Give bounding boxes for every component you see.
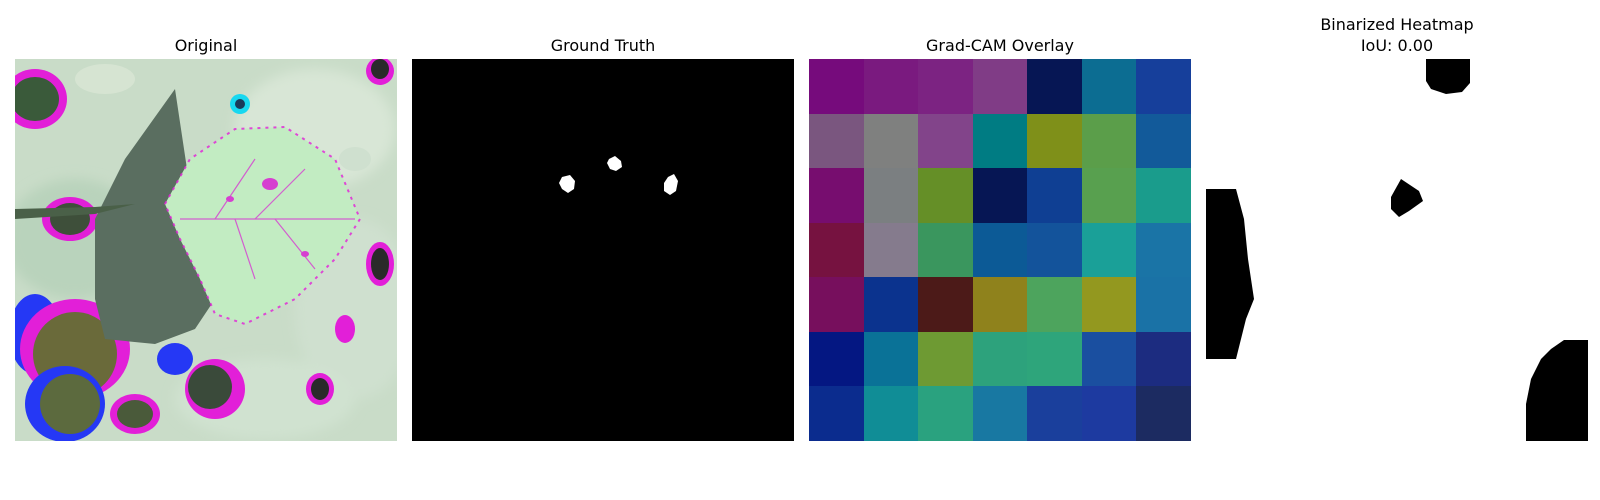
gradcam-cell <box>809 331 864 387</box>
gradcam-cell <box>1136 168 1191 223</box>
gradcam-cell <box>809 222 864 278</box>
gradcam-cell <box>863 386 919 441</box>
gradcam-cell <box>972 59 1028 114</box>
gradcam-cell <box>972 277 1028 332</box>
gradcam-cell <box>863 277 919 332</box>
gradcam-cell <box>918 168 973 223</box>
gradcam-cell <box>1027 59 1082 114</box>
binarized-region <box>1426 59 1470 94</box>
gradcam-cell <box>972 386 1028 441</box>
gradcam-cell <box>863 59 919 114</box>
gradcam-cell <box>809 59 864 114</box>
original-image <box>15 59 397 441</box>
gradcam-cell <box>1136 331 1191 387</box>
gradcam-cell <box>1027 386 1082 441</box>
gradcam-cell <box>918 59 973 114</box>
gradcam-overlay-image <box>809 59 1191 441</box>
gradcam-cell <box>863 168 919 223</box>
gradcam-cell <box>972 113 1028 169</box>
gradcam-cell <box>972 168 1028 223</box>
binarized-region <box>1206 189 1254 359</box>
ground-truth-mask <box>412 59 794 441</box>
gradcam-cell <box>1081 113 1137 169</box>
gradcam-cell <box>1081 59 1137 114</box>
gradcam-cell <box>918 331 973 387</box>
gradcam-cell <box>863 113 919 169</box>
gradcam-cell <box>918 386 973 441</box>
gradcam-cell <box>1027 222 1082 278</box>
binarized-heatmap-image <box>1206 59 1588 441</box>
gradcam-cell <box>863 331 919 387</box>
ground-truth-blob <box>664 174 678 195</box>
original-title: Original <box>174 36 238 55</box>
gradcam-overlay-title: Grad-CAM Overlay <box>926 36 1074 55</box>
gradcam-cell <box>1081 277 1137 332</box>
gradcam-cell <box>1136 277 1191 332</box>
gradcam-cell <box>1136 59 1191 114</box>
gradcam-cell <box>809 277 864 332</box>
ground-truth-blob <box>607 156 622 171</box>
gradcam-cell <box>918 113 973 169</box>
gradcam-cell <box>1136 386 1191 441</box>
binarized-heatmap-title: Binarized Heatmap IoU: 0.00 <box>1320 15 1474 55</box>
ground-truth-blob <box>559 175 575 193</box>
gradcam-cell <box>1027 277 1082 332</box>
gradcam-cell <box>1081 168 1137 223</box>
binarized-region <box>1526 340 1588 441</box>
gradcam-cell <box>1136 222 1191 278</box>
gradcam-cell <box>809 113 864 169</box>
gradcam-cell <box>1136 113 1191 169</box>
gradcam-cell <box>918 222 973 278</box>
gradcam-cell <box>809 168 864 223</box>
gradcam-cell <box>809 386 864 441</box>
gradcam-cell <box>1027 113 1082 169</box>
gradcam-cell <box>1027 331 1082 387</box>
gradcam-cell <box>1081 331 1137 387</box>
gradcam-cell <box>863 222 919 278</box>
ground-truth-title: Ground Truth <box>550 36 656 55</box>
binarized-region <box>1391 179 1423 217</box>
gradcam-heatmap-grid <box>809 59 1191 441</box>
gradcam-cell <box>918 277 973 332</box>
gradcam-cell <box>972 222 1028 278</box>
gradcam-cell <box>1027 168 1082 223</box>
gradcam-cell <box>1081 386 1137 441</box>
gradcam-cell <box>1081 222 1137 278</box>
gradcam-cell <box>972 331 1028 387</box>
leaf-photo <box>15 59 397 441</box>
